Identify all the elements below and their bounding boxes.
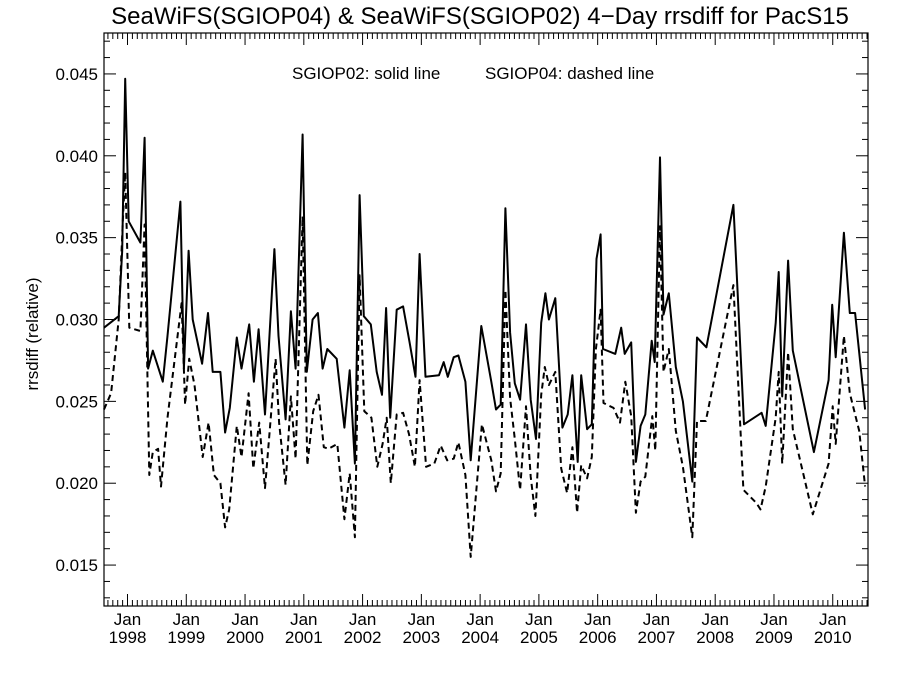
x-tick-year: 2005 <box>520 628 558 647</box>
y-tick-label: 0.025 <box>55 392 98 411</box>
x-tick-month: Jan <box>114 610 141 629</box>
x-tick-month: Jan <box>760 610 787 629</box>
y-tick-labels: 0.015 0.020 0.025 0.030 0.035 0.040 0.045 <box>55 65 98 575</box>
ticks-layer <box>104 33 868 606</box>
x-tick-year: 2002 <box>344 628 382 647</box>
legend-dashed-label: SGIOP04: dashed line <box>485 64 654 83</box>
x-tick-year: 2009 <box>755 628 793 647</box>
x-tick-year: 2008 <box>696 628 734 647</box>
y-tick-label: 0.040 <box>55 147 98 166</box>
series-line-sgiop02 <box>103 77 867 483</box>
legend-solid-label: SGIOP02: solid line <box>292 64 440 83</box>
x-tick-year: 2010 <box>814 628 852 647</box>
x-tick-month: Jan <box>525 610 552 629</box>
x-tick-year: 2006 <box>579 628 617 647</box>
x-tick-year: 2000 <box>226 628 264 647</box>
x-tick-year: 2007 <box>638 628 676 647</box>
x-tick-month: Jan <box>290 610 317 629</box>
x-tick-year: 2003 <box>402 628 440 647</box>
plot-area <box>103 32 869 607</box>
y-tick-label: 0.030 <box>55 311 98 330</box>
x-tick-month: Jan <box>584 610 611 629</box>
x-tick-month: Jan <box>408 610 435 629</box>
x-tick-month: Jan <box>643 610 670 629</box>
chart-title: SeaWiFS(SGIOP04) & SeaWiFS(SGIOP02) 4−Da… <box>111 3 849 30</box>
y-tick-label: 0.045 <box>55 65 98 84</box>
y-tick-label: 0.015 <box>55 556 98 575</box>
y-tick-label: 0.020 <box>55 474 98 493</box>
x-tick-month: Jan <box>701 610 728 629</box>
plot-frame <box>103 32 869 607</box>
x-tick-labels: Jan1998Jan1999Jan2000Jan2001Jan2002Jan20… <box>109 610 852 647</box>
x-tick-month: Jan <box>349 610 376 629</box>
x-tick-year: 2004 <box>461 628 499 647</box>
series-line-sgiop04 <box>103 171 867 558</box>
x-tick-month: Jan <box>819 610 846 629</box>
x-tick-year: 1999 <box>167 628 205 647</box>
x-tick-month: Jan <box>466 610 493 629</box>
x-tick-year: 2001 <box>285 628 323 647</box>
x-tick-year: 1998 <box>109 628 147 647</box>
series-layer <box>103 77 867 558</box>
x-tick-month: Jan <box>231 610 258 629</box>
y-axis-label: rrsdiff (relative) <box>23 277 42 390</box>
x-tick-month: Jan <box>173 610 200 629</box>
y-tick-label: 0.035 <box>55 229 98 248</box>
